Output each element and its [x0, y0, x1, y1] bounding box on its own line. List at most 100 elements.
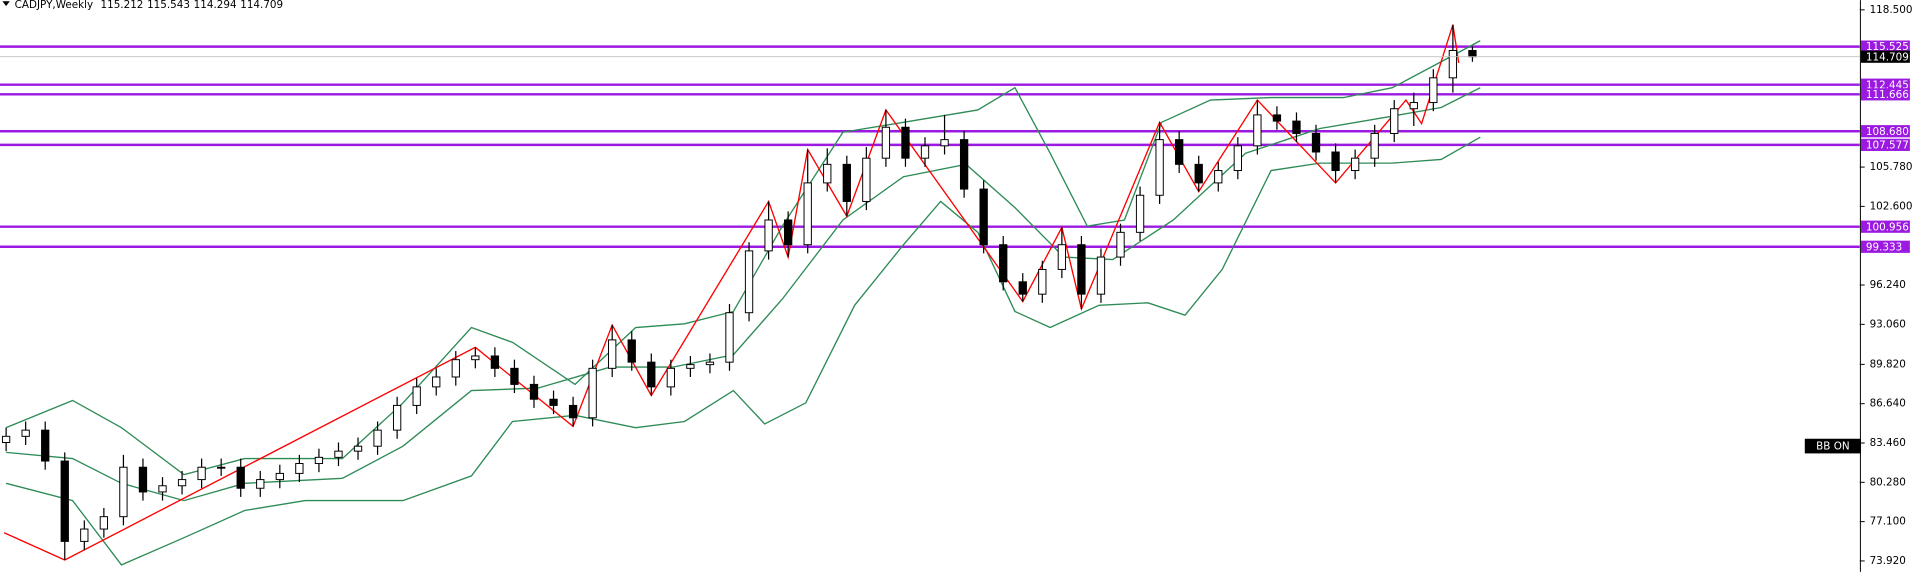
- y-tick-label: 77.100: [1870, 516, 1906, 528]
- y-tick-label: 105.780: [1870, 161, 1913, 173]
- candle-body: [783, 219, 793, 246]
- candle-body: [1, 435, 11, 443]
- candle-body: [1116, 231, 1125, 258]
- overlay-line: [5, 136, 1481, 566]
- candle-body: [80, 528, 89, 542]
- y-tick-label: 118.500: [1870, 4, 1913, 16]
- candle-body: [158, 485, 167, 493]
- candle-body: [197, 466, 206, 481]
- candle-body: [1370, 132, 1379, 159]
- candle-body: [1057, 244, 1067, 270]
- candle-body: [744, 250, 754, 314]
- y-tick-label: 80.280: [1870, 476, 1906, 488]
- candle-body: [334, 450, 343, 458]
- candle-body: [608, 339, 617, 369]
- candle-body: [529, 383, 539, 400]
- candle-body: [666, 367, 675, 388]
- level-label-box: [1861, 125, 1910, 138]
- candle-body: [1292, 120, 1301, 134]
- candle-body: [392, 404, 402, 431]
- level-label-box: [1861, 138, 1910, 151]
- candle-body: [803, 182, 812, 246]
- candle-body: [490, 355, 500, 369]
- candle-body: [217, 466, 226, 469]
- candle-body: [295, 463, 304, 474]
- menu-arrow: [2, 1, 10, 7]
- candle-body: [314, 456, 324, 465]
- candle-body: [275, 472, 284, 481]
- level-label: 112.445: [1866, 79, 1909, 91]
- candle-body: [588, 367, 597, 419]
- candle-body: [119, 466, 128, 518]
- current-price-box: [1861, 50, 1910, 63]
- candle-body: [1018, 281, 1027, 295]
- candle-body: [256, 479, 265, 489]
- candle-body: [549, 398, 558, 406]
- level-label-box: [1861, 220, 1910, 233]
- level-label: 111.666: [1866, 89, 1909, 101]
- candle-body: [1038, 268, 1047, 295]
- candle-body: [510, 367, 519, 385]
- candle-body: [568, 404, 578, 419]
- candle-body: [99, 516, 109, 530]
- candle-body: [373, 429, 382, 447]
- candle-body: [1233, 145, 1242, 172]
- candle-body: [1429, 77, 1438, 104]
- level-label: 115.525: [1866, 41, 1909, 53]
- level-label-box: [1861, 40, 1910, 53]
- candle-body: [979, 188, 988, 246]
- candle-body: [1135, 194, 1145, 233]
- candle-body: [1077, 244, 1086, 295]
- current-price-label: 114.709: [1866, 51, 1909, 63]
- candle-body: [627, 339, 636, 363]
- ohlc-close: 114.709: [240, 0, 283, 11]
- level-label: 107.577: [1866, 139, 1909, 151]
- ohlc-open: 115.212: [101, 0, 144, 11]
- candle-body: [823, 163, 832, 184]
- ohlc-high: 115.543: [147, 0, 190, 11]
- candle-body: [1331, 151, 1340, 172]
- level-label-box: [1861, 88, 1910, 101]
- candle-body: [1194, 163, 1203, 184]
- candle-body: [686, 364, 695, 369]
- candle-body: [138, 466, 148, 493]
- level-label: 100.956: [1866, 221, 1909, 233]
- candle-body: [41, 429, 50, 462]
- level-label: 99.333: [1866, 241, 1902, 253]
- badge-box: [1804, 438, 1862, 454]
- candle-body: [1468, 49, 1477, 58]
- candle-body: [862, 157, 871, 202]
- candle-body: [959, 139, 969, 190]
- y-tick-label: 89.820: [1870, 358, 1906, 370]
- candle-body: [1350, 157, 1360, 172]
- candle-body: [177, 479, 187, 487]
- ohlc-low: 114.294: [194, 0, 237, 11]
- candle-body: [471, 355, 480, 361]
- candle-body: [764, 219, 773, 252]
- chart-title: CADJPY,Weekly 115.212 115.543 114.294 114.70…: [15, 0, 283, 11]
- candle-body: [1155, 139, 1164, 196]
- candle-body: [881, 126, 891, 159]
- candle-body: [432, 376, 441, 388]
- level-label: 108.680: [1866, 126, 1909, 138]
- candle-body: [21, 429, 30, 437]
- candle-body: [60, 460, 69, 542]
- title-bar: CADJPY,Weekly 115.212 115.543 114.294 114.70…: [2, 0, 283, 11]
- candle-body: [353, 445, 363, 452]
- candle-body: [920, 145, 930, 159]
- candle-body: [901, 126, 910, 159]
- candle-body: [1253, 114, 1262, 147]
- candle-body: [999, 244, 1008, 283]
- y-tick-label: 86.640: [1870, 398, 1906, 410]
- candle-body: [705, 361, 715, 366]
- y-tick-label: 73.920: [1870, 555, 1906, 567]
- candle-body: [236, 466, 245, 489]
- candle-body: [647, 361, 656, 388]
- candle-body: [842, 163, 851, 202]
- candle-body: [1272, 114, 1282, 122]
- level-label-box: [1861, 240, 1910, 253]
- y-tick-label: 83.460: [1870, 437, 1906, 449]
- y-tick-label: 93.060: [1870, 318, 1906, 330]
